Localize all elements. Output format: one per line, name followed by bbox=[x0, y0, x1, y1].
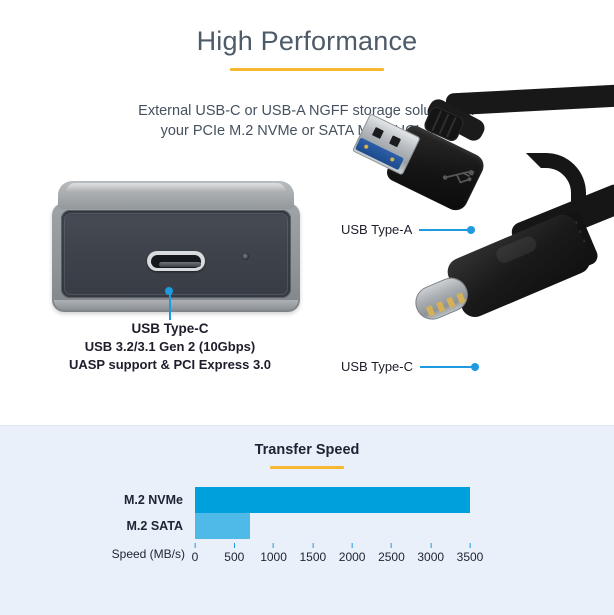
chart-x-tick-label: 0 bbox=[191, 550, 199, 564]
chart-x-tick-label: 1500 bbox=[299, 550, 327, 564]
chart-x-tick: 1500 bbox=[299, 543, 326, 564]
enclosure-body bbox=[52, 203, 300, 312]
callout-usb-type-a-line bbox=[419, 228, 469, 231]
chart-x-tick: 0 bbox=[191, 543, 199, 564]
chart-x-tick-mark bbox=[351, 543, 353, 548]
enclosure-caption-line-1: USB 3.2/3.1 Gen 2 (10Gbps) bbox=[84, 339, 256, 354]
chart-x-tick-label: 1000 bbox=[260, 550, 287, 564]
usb-a-overmold bbox=[383, 122, 488, 215]
chart-x-tick-label: 2500 bbox=[378, 550, 405, 564]
chart-x-tick-label: 2000 bbox=[338, 550, 366, 564]
chart-bar-label: M.2 NVMe bbox=[123, 493, 183, 507]
callout-usb-type-c-line bbox=[420, 365, 473, 368]
chart-bar-label: M.2 SATA bbox=[126, 519, 183, 533]
chart-x-tick: 2500 bbox=[378, 543, 405, 564]
chart-x-tick: 3000 bbox=[417, 543, 444, 564]
chart-x-tick-mark bbox=[430, 543, 432, 548]
chart-x-tick-label: 3000 bbox=[417, 550, 445, 564]
usb-c-port-tongue bbox=[159, 261, 201, 267]
status-led-icon bbox=[242, 253, 249, 260]
callout-usb-type-a: USB Type-A bbox=[341, 222, 476, 237]
enclosure-caption-line-2: UASP support & PCI Express 3.0 bbox=[68, 357, 272, 372]
chart-x-tick-mark bbox=[194, 543, 196, 548]
chart-x-tick-mark bbox=[469, 543, 471, 548]
chart-x-tick-label: 3500 bbox=[456, 550, 484, 564]
enclosure-bottom-edge bbox=[54, 300, 298, 310]
chart-bar bbox=[195, 487, 470, 513]
usb-c-contact-4 bbox=[456, 292, 466, 304]
chart-title: Transfer Speed bbox=[254, 442, 360, 458]
callout-usb-type-c-dot bbox=[471, 362, 480, 371]
enclosure-top-surface bbox=[58, 181, 294, 209]
subtitle-line-1: External USB-C or USB-A NGFF storage sol… bbox=[138, 103, 476, 119]
chart-bar-row: M.2 SATA bbox=[127, 513, 250, 539]
cable-product-image bbox=[330, 84, 614, 405]
usb-trident-icon bbox=[442, 169, 475, 184]
callout-line-enclosure-port bbox=[169, 291, 171, 320]
callout-usb-type-c: USB Type-C bbox=[341, 359, 480, 374]
chart-bar bbox=[195, 513, 250, 539]
chart-accent-rule bbox=[270, 466, 344, 469]
title-accent-rule bbox=[230, 68, 384, 71]
chart-x-tick: 500 bbox=[224, 543, 244, 564]
chart-x-tick-mark bbox=[233, 543, 235, 548]
enclosure-caption-heading: USB Type-C bbox=[131, 321, 209, 336]
enclosure-product-image bbox=[52, 181, 300, 312]
enclosure-front-panel bbox=[61, 210, 291, 298]
enclosure-caption: USB Type-C USB 3.2/3.1 Gen 2 (10Gbps) UA… bbox=[20, 320, 320, 374]
callout-usb-type-a-dot bbox=[467, 225, 476, 234]
chart-bar-row: M.2 NVMe bbox=[124, 487, 470, 513]
transfer-speed-chart-panel: Transfer Speed bbox=[0, 425, 614, 615]
usb-c-port-cavity bbox=[151, 254, 201, 268]
enclosure-usb-c-port bbox=[147, 251, 205, 271]
usb-a-connector bbox=[346, 105, 488, 217]
chart-x-axis-label: Speed (MB/s) bbox=[111, 547, 185, 561]
chart-x-tick-mark bbox=[390, 543, 392, 548]
chart-x-tick: 2000 bbox=[338, 543, 366, 564]
chart-x-tick-mark bbox=[312, 543, 314, 548]
callout-usb-type-c-label: USB Type-C bbox=[341, 359, 414, 374]
chart-x-tick: 1000 bbox=[260, 543, 287, 564]
usb-c-contact-3 bbox=[446, 296, 456, 309]
chart-x-tick-mark bbox=[273, 543, 275, 548]
usb-c-contact-2 bbox=[435, 300, 446, 313]
chart-plot-area: Speed (MB/s) 0 500 1000 1500 2000 2500 3000 350… bbox=[0, 0, 614, 564]
chart-x-tick: 3500 bbox=[456, 543, 484, 564]
chart-x-tick-label: 500 bbox=[224, 550, 245, 564]
page-title: High Performance bbox=[196, 26, 418, 56]
callout-usb-type-a-label: USB Type-A bbox=[341, 222, 413, 237]
usb-c-contact-1 bbox=[425, 305, 436, 317]
